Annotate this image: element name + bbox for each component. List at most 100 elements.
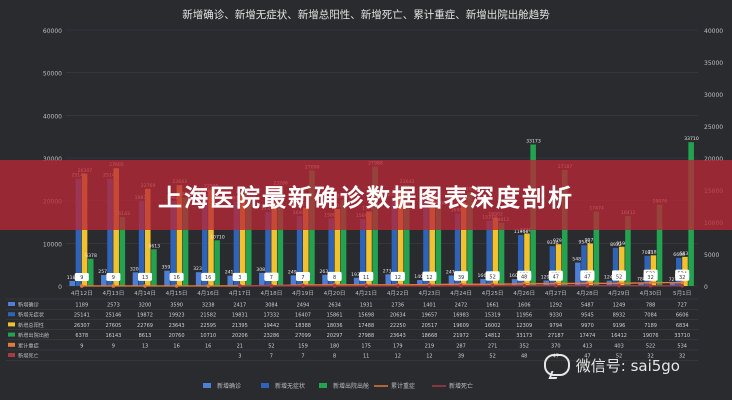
y-left-tick-label: 30000 — [43, 156, 62, 163]
line-data-label: 47 — [553, 275, 559, 281]
table-cell: 7 — [301, 354, 304, 360]
bar-data-label: 1931 — [351, 272, 363, 278]
bar-新增无症状 — [138, 201, 145, 286]
line-point-新增死亡 — [427, 284, 432, 288]
bar-data-label: 1292 — [541, 274, 553, 280]
line-point-累计重症 — [80, 284, 84, 288]
table-cell: 52 — [489, 354, 495, 360]
table-cell: 20517 — [421, 323, 437, 329]
line-point-新增死亡 — [364, 284, 369, 288]
table-cell: 13 — [142, 343, 148, 349]
line-point-新增死亡 — [490, 283, 495, 288]
table-cell: 15698 — [358, 313, 374, 319]
bar-data-label: 9545 — [578, 239, 590, 245]
table-cell: 8613 — [139, 333, 152, 339]
line-data-label: 12 — [395, 275, 401, 281]
table-cell: 522 — [646, 343, 656, 349]
bar-data-label: 727 — [669, 277, 678, 283]
bar-新增无症状 — [233, 201, 240, 286]
line-累计重症 — [81, 281, 683, 287]
table-cell: 21972 — [453, 333, 469, 339]
table-cell: 16983 — [453, 313, 469, 319]
bar-新增确诊 — [164, 270, 170, 286]
bar-新增出院出舱 — [87, 258, 94, 286]
bar-新增无症状 — [170, 200, 176, 286]
bar-新增确诊 — [290, 275, 297, 286]
table-cell: 3 — [238, 354, 241, 360]
bar-data-label: 10710 — [210, 234, 225, 240]
x-tick-label: 4月16日 — [197, 290, 219, 297]
bar-data-label: 9330 — [547, 240, 559, 246]
table-cell: 370 — [551, 343, 561, 349]
table-cell: 16412 — [611, 333, 627, 339]
table-cell: 2573 — [107, 303, 120, 309]
table-row-label: 新增总阳性 — [18, 321, 44, 329]
table-cell: 1661 — [486, 303, 499, 309]
line-data-label: 39 — [458, 275, 464, 281]
table-cell: 534 — [677, 343, 687, 349]
x-tick-label: 4月26日 — [513, 290, 535, 297]
x-tick-label: 4月12日 — [71, 290, 93, 297]
table-cell: 20760 — [169, 333, 185, 339]
bar-新增出院出舱 — [593, 211, 600, 286]
line-data-label: 9 — [80, 275, 83, 281]
table-cell: 7084 — [644, 313, 657, 319]
table-cell: 17332 — [263, 313, 279, 319]
line-label-box — [169, 272, 184, 281]
table-cell: 271 — [488, 343, 498, 349]
table-cell: 48 — [521, 354, 527, 360]
bar-新增总阳性 — [397, 191, 404, 286]
table-cell: 12 — [395, 354, 401, 360]
table-cell: 3084 — [265, 303, 278, 309]
table-cell: 2472 — [455, 303, 468, 309]
bar-新增出院出舱 — [277, 186, 284, 286]
bar-新增出院出舱 — [403, 185, 410, 286]
table-cell: 9545 — [581, 313, 594, 319]
bar-新增出院出舱 — [340, 199, 347, 286]
bar-新增无症状 — [423, 202, 429, 286]
table-cell: 23286 — [263, 333, 279, 339]
line-data-label: 16 — [173, 275, 179, 281]
table-cell: 9794 — [549, 323, 562, 329]
bar-data-label: 5487 — [572, 257, 584, 263]
bar-data-label: 2417 — [225, 270, 237, 276]
table-row-label: 新增无症状 — [18, 311, 45, 319]
table-cell: 21395 — [232, 323, 248, 329]
table-cell: 32 — [647, 354, 653, 360]
line-point-累计重症 — [206, 284, 210, 288]
line-label-box — [232, 272, 247, 281]
bar-data-label: 9196 — [616, 241, 628, 247]
table-cell: 3590 — [170, 303, 183, 309]
table-cell: 2417 — [233, 303, 246, 309]
table-cell: 12309 — [516, 323, 532, 329]
line-data-label: 52 — [616, 275, 622, 281]
line-point-新增死亡 — [238, 284, 242, 288]
bar-data-label: 12309 — [520, 227, 535, 233]
line-point-新增死亡 — [332, 284, 337, 288]
table-cell: 219 — [425, 343, 435, 349]
table-cell: 21 — [237, 343, 243, 349]
legend-swatch — [261, 383, 269, 388]
x-tick-label: 4月15日 — [166, 290, 188, 297]
y-left-tick-label: 0 — [58, 284, 62, 291]
legend-label: 新增出院出舱 — [333, 382, 369, 390]
table-cell: 27187 — [548, 333, 564, 339]
bar-data-label: 3590 — [162, 265, 174, 271]
legend-swatch — [203, 383, 211, 388]
y-left-tick-label: 50000 — [43, 71, 62, 78]
bar-新增总阳性 — [334, 209, 341, 286]
table-cell: 32 — [679, 354, 685, 360]
table-cell: 6606 — [676, 313, 689, 319]
x-tick-label: 4月24日 — [450, 290, 472, 297]
bar-新增总阳性 — [303, 207, 309, 286]
table-row-label: 新增死亡 — [18, 352, 39, 360]
table-cell: 16002 — [485, 323, 501, 329]
line-label-box — [74, 272, 89, 281]
banner-text: 上海医院最新确诊数据图表深度剖析 — [158, 183, 574, 212]
table-cell: 7189 — [644, 323, 657, 329]
bar-data-label: 788 — [637, 277, 646, 283]
table-cell: 3238 — [202, 303, 215, 309]
bar-新增出院出舱 — [625, 215, 631, 286]
bar-data-label: 7189 — [648, 249, 660, 255]
line-point-新增死亡 — [648, 283, 653, 288]
